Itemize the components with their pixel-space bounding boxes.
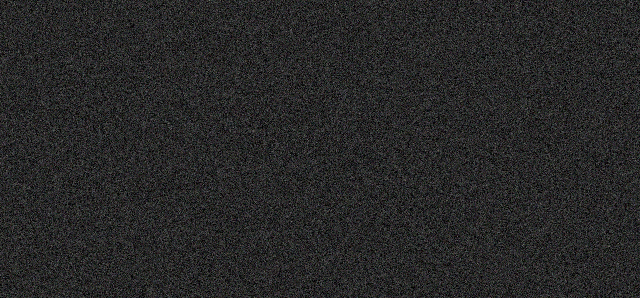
Bar — [378, 181, 414, 277]
Bar — [524, 113, 560, 277]
Bar — [281, 193, 317, 277]
Text: $57.231: $57.231 — [537, 218, 547, 265]
Title: Revenues CAGR 15,5%: Revenues CAGR 15,5% — [206, 6, 489, 26]
Text: $29.201: $29.201 — [294, 235, 304, 283]
Text: $24.033: $24.033 — [197, 238, 207, 286]
Text: $25.580: $25.580 — [246, 238, 255, 285]
Bar — [232, 204, 269, 277]
Bar — [136, 220, 172, 277]
Text: $35.736: $35.736 — [440, 231, 450, 279]
Bar — [572, 65, 609, 277]
Bar — [475, 140, 511, 277]
Text: $33.697: $33.697 — [391, 232, 401, 280]
Text: $47.632: $47.632 — [488, 224, 498, 271]
Bar — [330, 183, 366, 277]
Text: $73.644: $73.644 — [585, 207, 595, 255]
Bar — [426, 175, 463, 277]
Text: $32.900: $32.900 — [342, 233, 353, 280]
Text: $17.430: $17.430 — [100, 243, 110, 291]
Bar — [184, 208, 220, 277]
Text: $19.984: $19.984 — [148, 241, 159, 288]
Bar — [87, 227, 124, 277]
